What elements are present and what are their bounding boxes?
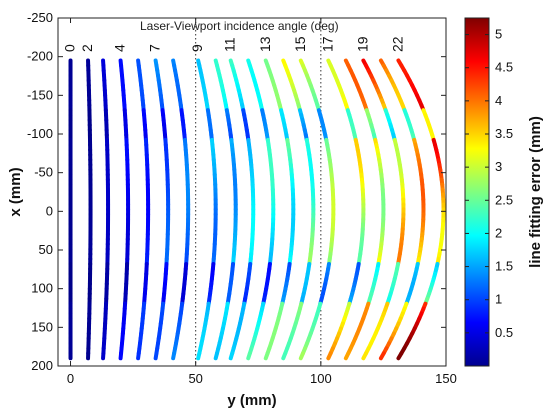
line-segment <box>136 351 141 361</box>
line-segment <box>171 351 177 361</box>
line-segment <box>281 351 288 361</box>
x-axis-label: y (mm) <box>227 392 276 409</box>
y-tick-label: 150 <box>31 319 53 334</box>
plot-frame <box>57 17 447 367</box>
line-segment <box>213 351 220 361</box>
y-axis-label: x (mm) <box>7 167 24 216</box>
fitted-line <box>298 58 336 361</box>
incidence-angle-annotation: Laser-Viewport incidence angle (deg) <box>140 19 339 33</box>
y-tick-label: 0 <box>46 203 53 218</box>
y-tick-label: 200 <box>31 358 53 373</box>
colorbar <box>464 17 490 367</box>
angle-label: 22 <box>389 36 405 52</box>
colorbar-tick-label: 2 <box>495 225 502 240</box>
x-tick-label: 0 <box>67 371 74 386</box>
fitted-line <box>86 58 93 361</box>
fitted-line <box>378 58 426 361</box>
angle-label: 11 <box>222 37 238 52</box>
y-tick-label: -200 <box>27 49 53 64</box>
line-segment <box>343 351 351 361</box>
line-segment <box>326 351 333 361</box>
fitted-line <box>118 58 131 361</box>
colorbar-tick-label: 4.5 <box>495 60 513 75</box>
angle-label: 2 <box>79 44 95 52</box>
line-segment <box>396 351 404 361</box>
colorbar-tick-label: 3.5 <box>495 126 513 141</box>
fitted-line <box>263 58 296 361</box>
fitted-line <box>136 58 151 361</box>
line-segment <box>228 351 235 361</box>
y-tick-label: 50 <box>39 242 53 257</box>
colorbar-tick-label: 1 <box>495 292 502 307</box>
line-segment <box>361 351 369 361</box>
line-segment <box>153 351 159 361</box>
angle-label: 13 <box>257 36 273 52</box>
colorbar-tick-label: 2.5 <box>495 192 513 207</box>
fitted-line <box>361 58 406 361</box>
fitted-line <box>326 58 366 361</box>
fitted-line <box>246 58 276 361</box>
x-tick-label: 50 <box>188 371 202 386</box>
angle-label: 4 <box>112 44 128 52</box>
colorbar-tick-label: 0.5 <box>495 325 513 340</box>
angle-label: 15 <box>292 36 308 52</box>
angle-label: 19 <box>354 36 370 52</box>
x-tick-label: 150 <box>435 371 457 386</box>
fitted-line <box>196 58 218 361</box>
angle-label: 0 <box>62 44 78 52</box>
y-tick-label: -100 <box>27 126 53 141</box>
y-tick-label: -50 <box>34 165 53 180</box>
fitted-line <box>213 58 238 361</box>
fitted-line <box>396 58 446 361</box>
x-tick-label: 100 <box>310 371 332 386</box>
colorbar-tick-label: 5 <box>495 27 502 42</box>
line-segment <box>246 351 252 361</box>
fitted-line <box>343 58 386 361</box>
line-segment <box>263 351 270 361</box>
line-segment <box>378 351 386 361</box>
y-tick-label: 100 <box>31 281 53 296</box>
fitted-line <box>153 58 171 361</box>
line-segment <box>196 351 202 361</box>
colorbar-tick-label: 4 <box>495 93 502 108</box>
line-segment <box>298 351 305 361</box>
angle-label: 9 <box>189 44 205 52</box>
colorbar-label: line fitting error (mm) <box>527 116 544 268</box>
y-tick-label: -150 <box>27 87 53 102</box>
colorbar-ticks: 0.5 1 1.5 2 2.5 3 3.5 4 4.5 5 <box>465 27 513 340</box>
fitted-line <box>101 58 111 361</box>
y-tick-label: -250 <box>27 10 53 25</box>
colorbar-tick-label: 1.5 <box>495 259 513 274</box>
fitted-line <box>281 58 316 361</box>
fitted-line <box>228 58 256 361</box>
fitted-lines: 0 2 4 7 9 11 13 15 17 19 22 <box>62 36 446 361</box>
angle-label: 17 <box>319 36 335 52</box>
fitted-line <box>171 58 191 361</box>
angle-label: 7 <box>147 44 163 52</box>
colorbar-tick-label: 3 <box>495 159 502 174</box>
